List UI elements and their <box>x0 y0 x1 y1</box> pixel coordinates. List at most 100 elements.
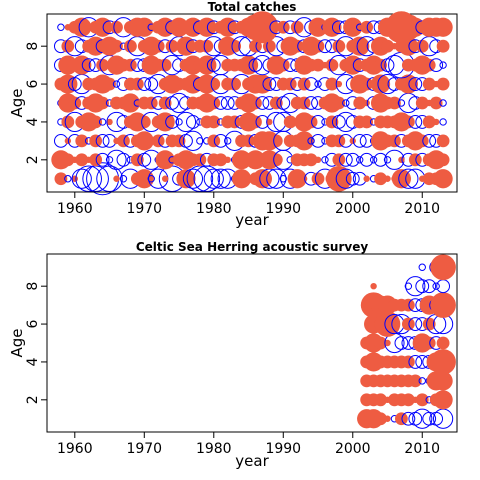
bubble-positive <box>349 137 356 145</box>
bubble-positive <box>252 74 273 94</box>
bubble-positive <box>249 96 262 110</box>
panel-acoustic-survey: Celtic Sea Herring acoustic survey 1960 1… <box>8 240 458 470</box>
bubble-negative <box>81 58 96 73</box>
bubble-positive <box>408 153 422 167</box>
bubble-positive <box>113 175 120 182</box>
x-axis-label: year <box>235 452 269 470</box>
bubble-positive <box>297 96 311 110</box>
bubble-positive <box>249 115 262 129</box>
bubble-negative <box>404 282 413 290</box>
bubble-positive <box>415 96 429 110</box>
bubble-positive <box>123 39 137 53</box>
bubble-positive <box>350 36 370 56</box>
bubble-positive <box>422 317 436 331</box>
bubble-positive <box>151 134 165 148</box>
bubble-negative <box>186 115 200 129</box>
bubble-positive <box>422 336 436 350</box>
x-tick-label: 1970 <box>126 201 162 217</box>
bubble-positive <box>68 96 82 110</box>
bubble-negative <box>418 377 426 385</box>
bubble-negative <box>439 61 447 69</box>
bubble-negative <box>112 80 121 88</box>
bubble-negative <box>147 175 155 183</box>
bubble-positive <box>381 39 394 53</box>
bubble-negative <box>405 276 426 297</box>
bubble-positive <box>422 58 436 72</box>
bubble-positive <box>89 153 103 167</box>
bubble-negative <box>418 263 426 271</box>
bubble-positive <box>134 17 154 37</box>
bubble-negative <box>384 55 405 76</box>
bubble-positive <box>92 17 113 37</box>
bubble-positive <box>353 96 367 110</box>
bubble-negative <box>352 133 367 148</box>
bubble-negative <box>119 175 128 183</box>
bubble-positive <box>401 298 415 312</box>
bubble-positive <box>228 39 242 53</box>
bubble-layer <box>357 254 456 429</box>
bubble-positive <box>388 96 401 110</box>
bubble-negative <box>220 96 235 110</box>
bubble-positive <box>155 112 175 132</box>
bubble-negative <box>383 156 392 164</box>
bubble-positive <box>311 172 325 186</box>
chart-title: Total catches <box>208 0 297 14</box>
bubble-positive <box>325 58 339 72</box>
bubble-positive <box>218 17 238 37</box>
bubble-positive <box>436 153 450 167</box>
bubble-positive <box>134 169 154 189</box>
bubble-positive <box>300 175 308 182</box>
bubble-positive <box>388 134 401 148</box>
bubble-negative <box>415 279 430 294</box>
bubble-positive <box>224 156 231 164</box>
panel-total-catches: Total catches 1960 1970 1980 1990 2000 2010 2… <box>8 0 458 229</box>
y-axis: 2 4 6 8 <box>25 282 48 404</box>
bubble-negative <box>106 149 127 170</box>
bubble-positive <box>176 36 196 56</box>
bubble-negative <box>401 411 416 426</box>
bubble-negative <box>262 77 277 91</box>
bubble-positive <box>103 77 116 91</box>
bubble-negative <box>408 77 423 91</box>
bubble-negative <box>422 279 437 294</box>
bubble-negative <box>165 115 179 129</box>
bubble-negative <box>210 168 231 189</box>
bubble-positive <box>89 134 103 148</box>
y-axis-label: Age <box>8 328 26 357</box>
bubble-positive <box>228 115 242 129</box>
bubble-negative <box>398 168 419 189</box>
bubble-negative <box>95 133 110 148</box>
bubble-positive <box>311 39 325 53</box>
bubble-positive <box>363 99 370 107</box>
bubble-negative <box>436 279 451 294</box>
bubble-positive <box>269 96 283 110</box>
bubble-positive <box>207 96 221 110</box>
bubble-positive <box>151 39 165 53</box>
bubble-negative <box>203 168 224 189</box>
bubble-positive <box>123 58 137 72</box>
bubble-positive <box>110 39 123 53</box>
bubble-negative <box>71 168 92 189</box>
bubble-positive <box>134 131 154 151</box>
bubble-positive <box>436 336 450 350</box>
bubble-negative <box>255 96 270 110</box>
bubble-negative <box>311 115 325 129</box>
bubble-negative <box>279 175 287 183</box>
y-tick-label: 2 <box>25 155 41 164</box>
bubble-positive <box>172 134 186 148</box>
bubble-positive <box>64 137 72 145</box>
bubble-positive <box>158 58 172 72</box>
x-tick-label: 2000 <box>335 201 371 217</box>
bubble-negative <box>75 165 102 193</box>
bubble-positive <box>75 134 89 148</box>
bubble-positive <box>384 339 391 347</box>
bubble-positive <box>405 17 425 37</box>
y-tick-label: 8 <box>25 42 41 51</box>
bubble-positive <box>360 20 374 34</box>
bubble-positive <box>207 77 221 91</box>
bubble-positive <box>343 55 363 75</box>
bubble-positive <box>89 115 103 129</box>
bubble-positive <box>130 153 144 167</box>
x-axis: 1960 1970 1980 1990 2000 2010 <box>57 191 440 217</box>
